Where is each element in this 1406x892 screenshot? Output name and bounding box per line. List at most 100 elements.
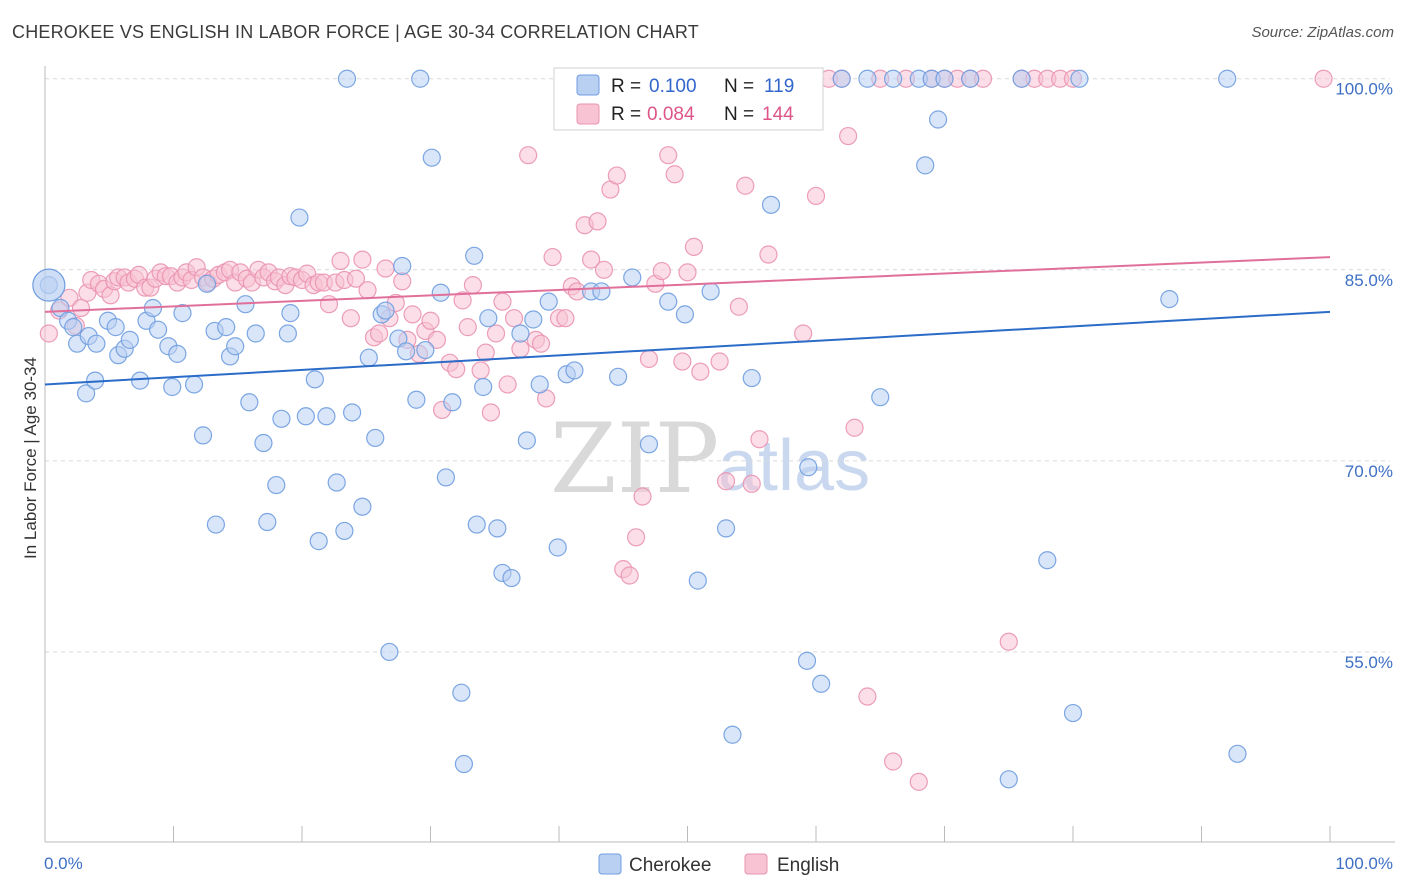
cherokee-point-62 bbox=[436, 468, 456, 487]
cherokee-point-29 bbox=[226, 337, 245, 356]
cherokee-point-78 bbox=[548, 538, 567, 557]
y-tick-label-0: 55.0% bbox=[1345, 653, 1393, 672]
stats-n-value-cherokee: 119 bbox=[764, 76, 794, 97]
cherokee-point-31 bbox=[240, 393, 259, 412]
cherokee-point-58 bbox=[411, 69, 430, 88]
cherokee-point-46 bbox=[337, 69, 357, 88]
cherokee-point-39 bbox=[290, 208, 309, 227]
cherokee-point-83 bbox=[609, 367, 628, 386]
cherokee-point-57 bbox=[407, 390, 426, 409]
english-point-84 bbox=[519, 146, 538, 165]
cherokee-point-107 bbox=[999, 770, 1018, 789]
cherokee-point-96 bbox=[812, 674, 831, 693]
english-point-80 bbox=[493, 292, 512, 311]
english-point-59 bbox=[370, 324, 389, 343]
english-point-101 bbox=[626, 528, 646, 547]
english-point-114 bbox=[710, 352, 729, 371]
legend-label-cherokee: Cherokee bbox=[629, 855, 711, 876]
series-cherokee bbox=[32, 69, 1247, 789]
legend-label-english: English bbox=[777, 855, 839, 876]
english-point-52 bbox=[331, 251, 350, 270]
english-point-82 bbox=[504, 309, 524, 328]
english-point-83 bbox=[511, 339, 530, 358]
cherokee-point-92 bbox=[742, 368, 761, 388]
cherokee-point-52 bbox=[376, 301, 395, 320]
cherokee-point-94 bbox=[797, 651, 817, 670]
cherokee-point-35 bbox=[267, 475, 286, 495]
english-point-134 bbox=[909, 772, 928, 791]
english-point-106 bbox=[659, 146, 678, 165]
cherokee-point-26 bbox=[206, 515, 226, 534]
english-point-90 bbox=[556, 309, 575, 328]
y-axis-tick-labels: 55.0% 70.0% 85.0% 100.0% bbox=[1335, 80, 1393, 672]
cherokee-point-75 bbox=[524, 310, 543, 329]
stats-r-label-cherokee: R = bbox=[611, 76, 641, 97]
cherokee-point-36 bbox=[272, 409, 291, 428]
x-tick-label-0: 0.0% bbox=[44, 854, 83, 873]
cherokee-point-42 bbox=[309, 532, 328, 551]
stats-r-value-cherokee: 0.100 bbox=[649, 76, 697, 97]
english-point-95 bbox=[588, 212, 607, 231]
y-tick-label-1: 70.0% bbox=[1345, 462, 1393, 481]
english-point-124 bbox=[794, 324, 813, 343]
english-point-54 bbox=[341, 309, 360, 328]
cherokee-point-99 bbox=[871, 388, 890, 407]
cherokee-point-8 bbox=[87, 334, 106, 353]
cherokee-point-109 bbox=[1038, 551, 1057, 570]
cherokee-point-113 bbox=[1218, 69, 1237, 88]
cherokee-point-19 bbox=[163, 377, 182, 397]
english-point-55 bbox=[346, 269, 366, 288]
y-tick-label-2: 85.0% bbox=[1345, 271, 1393, 290]
cherokee-point-40 bbox=[296, 407, 315, 426]
english-point-111 bbox=[691, 362, 710, 381]
english-point-117 bbox=[729, 297, 749, 316]
trend-lines bbox=[44, 256, 1331, 386]
cherokee-point-91 bbox=[723, 725, 742, 744]
english-point-107 bbox=[665, 165, 684, 184]
cherokee-point-59 bbox=[416, 340, 435, 360]
cherokee-point-44 bbox=[327, 473, 346, 492]
cherokee-point-6 bbox=[77, 384, 96, 403]
english-point-56 bbox=[353, 250, 372, 269]
cherokee-point-3 bbox=[64, 318, 83, 337]
cherokee-point-76 bbox=[530, 375, 549, 394]
cherokee-point-22 bbox=[184, 375, 204, 394]
cherokee-point-100 bbox=[883, 69, 903, 88]
cherokee-point-108 bbox=[1012, 69, 1031, 88]
cherokee-point-38 bbox=[281, 304, 300, 323]
y-tick-label-3: 100.0% bbox=[1335, 80, 1393, 99]
stats-swatch-english bbox=[576, 103, 600, 125]
english-point-146 bbox=[1314, 69, 1333, 88]
english-point-140 bbox=[999, 632, 1018, 651]
cherokee-point-68 bbox=[474, 377, 493, 397]
english-point-79 bbox=[486, 324, 506, 343]
cherokee-point-114 bbox=[1228, 744, 1247, 763]
cherokee-point-45 bbox=[335, 521, 354, 541]
watermark-atlas: atlas bbox=[718, 426, 870, 506]
english-point-65 bbox=[403, 305, 422, 324]
cherokee-point-77 bbox=[539, 292, 558, 311]
english-point-103 bbox=[639, 349, 659, 369]
cherokee-point-67 bbox=[467, 515, 486, 534]
english-point-110 bbox=[684, 237, 704, 256]
cherokee-point-98 bbox=[858, 69, 877, 88]
cherokee-point-47 bbox=[343, 403, 362, 422]
stats-legend: R = 0.100 N = 119 R = 0.084 N = 144 bbox=[553, 67, 824, 131]
cherokee-point-23 bbox=[193, 426, 213, 445]
english-point-86 bbox=[531, 334, 551, 353]
english-point-77 bbox=[476, 343, 495, 362]
english-point-50 bbox=[319, 295, 339, 314]
cherokee-point-64 bbox=[452, 683, 471, 702]
y-axis-title: In Labor Force | Age 30-34 bbox=[21, 357, 40, 559]
legend-swatch-english bbox=[744, 853, 768, 875]
x-axis-tick-labels: 0.0% 100.0% bbox=[44, 854, 1393, 873]
cherokee-point-32 bbox=[246, 324, 265, 343]
cherokee-point-37 bbox=[278, 324, 297, 343]
cherokee-point-56 bbox=[396, 342, 416, 361]
cherokee-point-112 bbox=[1160, 290, 1179, 309]
cherokee-point-106 bbox=[961, 69, 980, 88]
english-point-128 bbox=[839, 126, 858, 146]
cherokee-point-88 bbox=[688, 571, 707, 590]
english-point-102 bbox=[633, 487, 652, 506]
